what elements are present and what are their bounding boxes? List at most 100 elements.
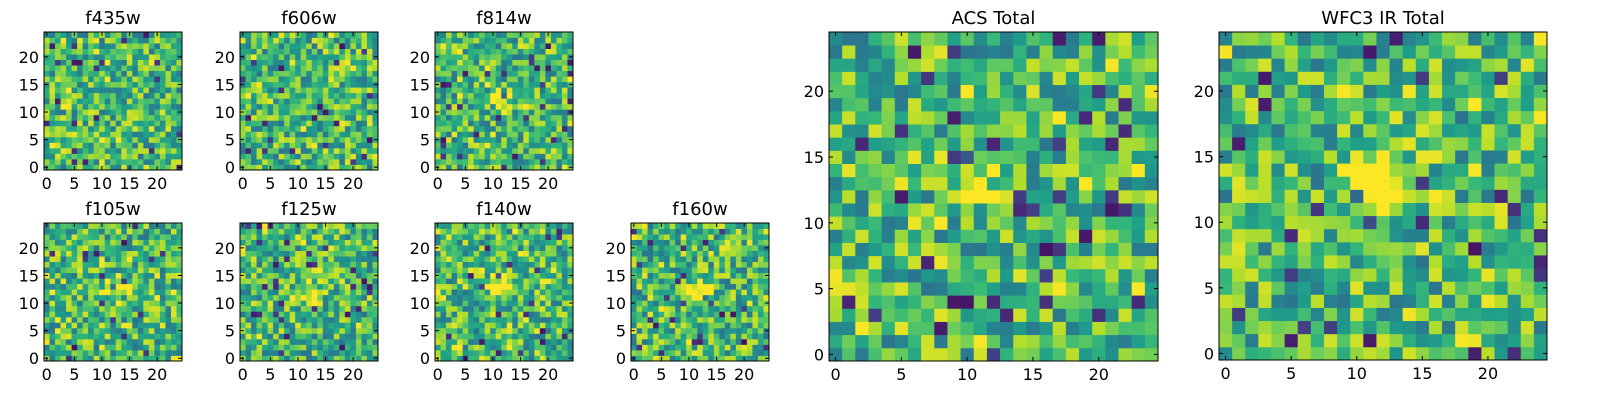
heatmap-cell: [539, 283, 546, 290]
heatmap-cell: [973, 189, 988, 204]
heatmap-cell: [647, 355, 654, 362]
heatmap-cell: [495, 131, 502, 138]
heatmap-cell: [104, 76, 111, 83]
heatmap-cell: [986, 203, 1001, 217]
heatmap-cell: [71, 37, 78, 44]
heatmap-cell: [757, 250, 764, 257]
heatmap-cell: [446, 272, 452, 279]
heatmap-cell: [457, 114, 463, 121]
heatmap-cell: [176, 256, 183, 263]
heatmap-cell: [1144, 216, 1159, 230]
heatmap-cell: [306, 261, 313, 268]
heatmap-cell: [894, 150, 909, 164]
heatmap-cell: [284, 311, 291, 318]
heatmap-cell: [468, 142, 475, 149]
heatmap-cell: [71, 48, 78, 55]
heatmap-cell: [986, 347, 1001, 362]
heatmap-cell: [636, 289, 643, 296]
heatmap-cell: [49, 32, 56, 38]
heatmap-cell: [262, 250, 268, 257]
heatmap-cell: [512, 98, 519, 105]
heatmap-cell: [757, 234, 764, 240]
heatmap-cell: [88, 349, 95, 356]
heatmap-cell: [66, 267, 72, 274]
heatmap-cell: [642, 228, 648, 235]
heatmap-cell: [317, 344, 324, 351]
heatmap-cell: [506, 322, 513, 329]
heatmap-cell: [680, 228, 687, 235]
heatmap-cell: [680, 294, 687, 301]
heatmap-cell: [273, 92, 280, 99]
heatmap-cell: [154, 136, 161, 143]
heatmap-cell: [372, 261, 379, 268]
heatmap-cell: [251, 316, 257, 323]
heatmap-cell: [295, 70, 302, 77]
heatmap-cell: [148, 125, 155, 132]
heatmap-cell: [278, 109, 285, 116]
heatmap-cell: [306, 322, 313, 329]
heatmap-cell: [132, 256, 139, 263]
heatmap-cell: [506, 125, 513, 132]
heatmap-cell: [289, 344, 296, 351]
heatmap-cell: [339, 278, 346, 285]
heatmap-cell: [691, 316, 698, 323]
heatmap-cell: [680, 239, 687, 246]
heatmap-cell: [550, 43, 557, 49]
heatmap-cell: [93, 54, 100, 60]
heatmap-cell: [328, 223, 335, 229]
heatmap-cell: [328, 294, 335, 301]
heatmap-cell: [435, 239, 441, 246]
heatmap-cell: [1013, 255, 1027, 270]
heatmap-cell: [165, 338, 172, 345]
heatmap-cell: [495, 98, 502, 105]
heatmap-cell: [278, 136, 285, 143]
heatmap-cell: [724, 344, 731, 351]
heatmap-cell: [350, 76, 357, 83]
heatmap-cell: [680, 300, 687, 307]
heatmap-cell: [361, 120, 368, 127]
heatmap-cell: [300, 283, 307, 290]
heatmap-cell: [154, 158, 161, 165]
heatmap-cell: [278, 147, 285, 154]
heatmap-cell: [473, 250, 480, 257]
heatmap-cell: [289, 92, 296, 99]
heatmap-cell: [1092, 295, 1106, 309]
heatmap-cell: [451, 316, 458, 323]
heatmap-cell: [702, 289, 709, 296]
heatmap-cell: [473, 164, 480, 171]
heatmap-cell: [176, 142, 183, 149]
heatmap-cell: [550, 81, 557, 88]
heatmap-cell: [490, 305, 497, 312]
heatmap-cell: [653, 311, 659, 318]
heatmap-cell: [1013, 268, 1027, 283]
heatmap-cell: [647, 349, 654, 356]
heatmap-cell: [741, 338, 748, 345]
heatmap-cell: [170, 76, 177, 83]
heatmap-cell: [550, 344, 557, 351]
heatmap-cell: [328, 338, 335, 345]
heatmap-cell: [60, 261, 67, 268]
heatmap-cell: [317, 234, 324, 240]
heatmap-cell: [240, 294, 246, 301]
heatmap-cell: [121, 234, 128, 240]
heatmap-cell: [66, 142, 72, 149]
heatmap-cell: [435, 43, 441, 49]
heatmap-cell: [121, 65, 128, 72]
heatmap-cell: [1118, 189, 1133, 204]
heatmap-cell: [539, 136, 546, 143]
heatmap-cell: [960, 295, 975, 309]
heatmap-cell: [267, 256, 274, 263]
heatmap-cell: [344, 43, 351, 49]
heatmap-cell: [567, 98, 574, 105]
heatmap-cell: [176, 239, 183, 246]
heatmap-cell: [636, 245, 643, 251]
heatmap-cell: [82, 114, 89, 121]
heatmap-cell: [658, 228, 665, 235]
heatmap-cell: [366, 300, 373, 307]
heatmap-cell: [311, 311, 318, 318]
heatmap-cell: [457, 147, 463, 154]
heatmap-cell: [1079, 242, 1093, 257]
heatmap-cell: [462, 245, 469, 251]
heatmap-cell: [104, 283, 111, 290]
heatmap-cell: [159, 245, 166, 251]
